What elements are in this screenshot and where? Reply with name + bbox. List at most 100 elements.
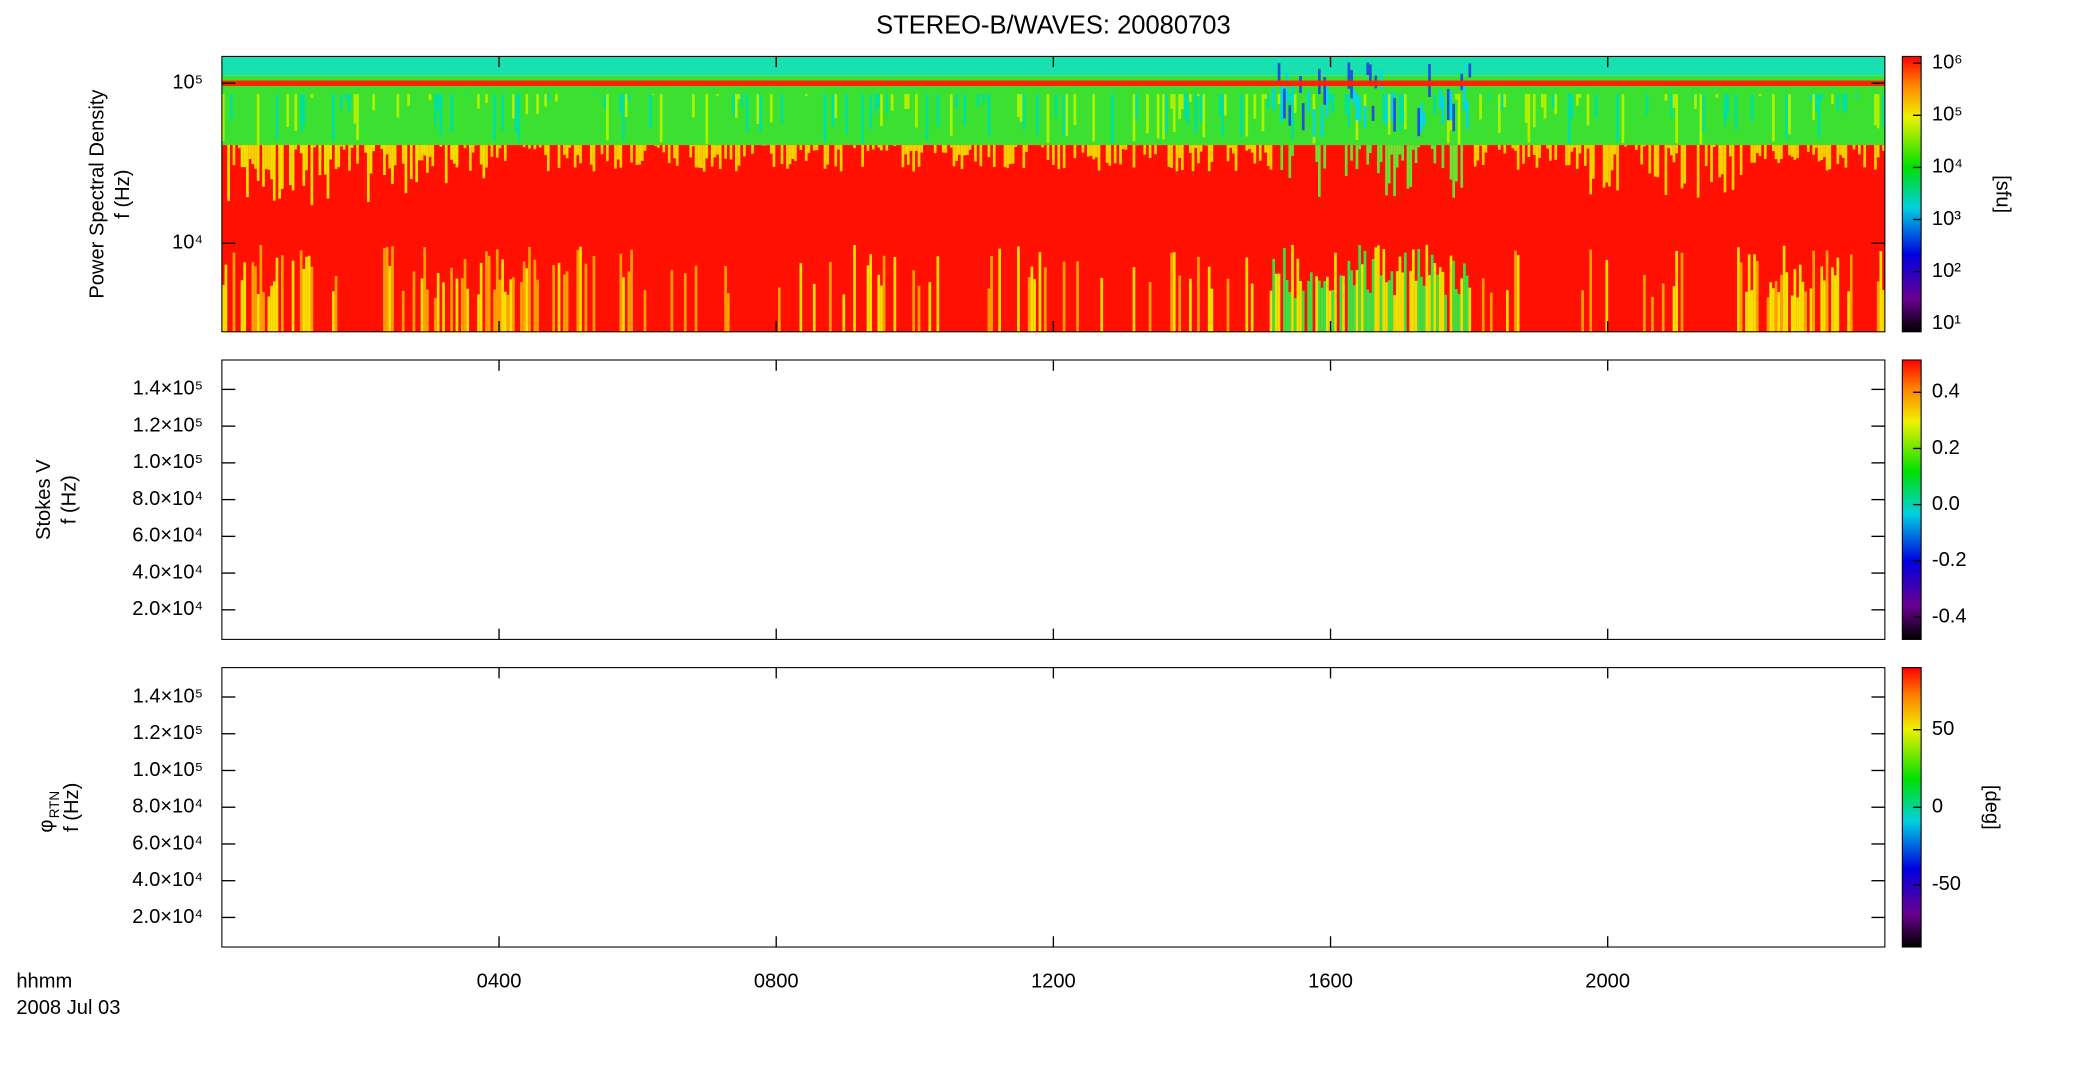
spectrogram-stripe: [388, 145, 391, 168]
spectrogram-stripe: [861, 94, 864, 144]
spectrogram-stripe: [1092, 145, 1095, 159]
spectrogram-stripe: [1785, 94, 1788, 140]
spectrogram-stripe: [1831, 267, 1834, 331]
spectrogram-stripe: [1280, 85, 1283, 121]
spectrogram-stripe: [877, 94, 880, 107]
spectrogram-stripe: [757, 94, 760, 124]
spectrogram-stripe: [834, 145, 837, 166]
spectrogram-stripe: [241, 145, 244, 167]
spectrogram-stripe: [1377, 145, 1380, 173]
spectrogram-stripe: [1321, 288, 1324, 332]
spectrogram-stripe: [641, 145, 644, 161]
spectrogram-stripe: [1178, 94, 1181, 119]
spectrogram-stripe: [1549, 145, 1552, 161]
spectrogram-stripe: [574, 145, 577, 167]
spectrogram-stripe: [1415, 281, 1418, 332]
spectrogram-stripe: [593, 145, 596, 171]
spectrogram-stripe: [1826, 250, 1829, 331]
spectrogram-stripe: [1812, 145, 1815, 155]
spectrogram-stripe: [606, 145, 609, 161]
spectrogram-stripe: [1208, 267, 1211, 332]
spectrogram-stripe: [1020, 94, 1023, 122]
spectrogram-stripe: [697, 145, 700, 168]
spectrogram-stripe: [246, 145, 249, 197]
spectrogram-stripe: [257, 294, 260, 332]
spectrogram-stripe: [1423, 286, 1426, 332]
spectrogram-stripe: [1240, 94, 1243, 136]
spectrogram-stripe: [1554, 145, 1557, 160]
spectrogram-stripe: [1063, 262, 1066, 332]
x-tick-label: 2000: [1585, 970, 1630, 992]
spectrogram-stripe: [1780, 275, 1783, 332]
spectrogram-stripe: [300, 145, 303, 153]
spectrogram-stripe: [977, 94, 980, 107]
spectrogram-stripe: [1047, 145, 1050, 160]
spectrogram-stripe: [1724, 145, 1727, 192]
spectrogram-stripe: [1208, 145, 1211, 171]
spectrogram-stripe: [1608, 145, 1611, 186]
spectrogram-stripe: [528, 247, 531, 332]
spectrogram-stripe: [738, 94, 741, 99]
spectrogram-stripe: [676, 145, 679, 166]
spectrogram-stripe: [227, 145, 230, 201]
spectrogram-stripe: [1382, 249, 1385, 332]
spectrogram-stripe: [988, 145, 991, 157]
spectrogram-stripe: [1769, 282, 1772, 332]
spectrogram-stripe: [1385, 145, 1388, 195]
spectrogram-stripe: [1804, 292, 1807, 332]
spectrogram-stripe: [1764, 145, 1767, 159]
spectrogram-stripe: [926, 94, 929, 140]
spectrogram-stripe: [1466, 100, 1469, 129]
spectrogram-stripe: [1673, 145, 1676, 162]
spectrogram-stripe: [1533, 94, 1536, 127]
spectrogram-stripe: [1028, 277, 1031, 332]
spectrogram-stripe: [445, 145, 448, 183]
spectrogram-stripe: [536, 280, 539, 332]
colorbar-tick-label: 10⁵: [1932, 104, 1963, 126]
spectrogram-stripe: [391, 246, 394, 332]
spectrogram-stripe: [1450, 145, 1453, 180]
spectrogram-stripe: [251, 262, 254, 332]
spectrogram-stripe: [660, 94, 663, 142]
spectrogram-stripe: [1178, 276, 1181, 332]
spectrogram-stripe: [751, 145, 754, 154]
spectrogram-stripe: [568, 145, 571, 148]
spectrogram-stripe: [504, 145, 507, 161]
spectrogram-stripe: [1248, 145, 1251, 149]
spectrogram-stripe: [1434, 263, 1437, 332]
spectrogram-stripe: [1149, 282, 1152, 332]
spectrogram-stripe: [281, 255, 284, 332]
colorbar-tick-label: 0.0: [1932, 493, 1960, 515]
spectrogram-stripe: [1420, 103, 1423, 131]
spectrogram-stripe: [1270, 145, 1273, 170]
spectrogram-stripe: [1409, 271, 1412, 332]
spectrogram-stripe: [1254, 145, 1257, 163]
spectrogram-stripe: [302, 269, 305, 332]
y-axis-label-subscript: RTN: [47, 791, 62, 818]
spectrogram-stripe: [1377, 245, 1380, 331]
spectrogram-stripe: [1434, 94, 1437, 114]
spectrogram-stripe: [566, 271, 569, 332]
spectrogram-stripe: [724, 145, 727, 159]
spectrogram-stripe: [407, 94, 410, 106]
spectrogram-stripe: [534, 145, 537, 149]
spectrogram-stripe: [1356, 270, 1359, 332]
spectrogram-stripe: [1565, 145, 1568, 165]
spectrogram-stripe: [781, 145, 784, 164]
spectrogram-stripe: [1227, 279, 1230, 332]
spectrogram-stripe: [902, 145, 905, 167]
spectrogram-stripe: [1388, 94, 1391, 135]
spectrogram-stripe: [907, 145, 910, 165]
spectrogram-stripe: [1039, 252, 1042, 332]
spectrogram-stripe: [649, 94, 652, 128]
spectrogram-stripe: [1232, 145, 1235, 153]
spectrogram-stripe: [302, 94, 305, 125]
spectrogram-stripe: [1168, 145, 1171, 167]
spectrogram-stripe: [1074, 94, 1077, 125]
spectrogram-stripe: [1017, 246, 1020, 331]
spectrogram-stripe: [885, 94, 888, 114]
spectrogram-stripe: [1331, 290, 1334, 332]
spectrogram-stripe: [1425, 245, 1428, 332]
spectrogram-stripe: [1818, 145, 1821, 161]
spectrogram-stripe: [1863, 145, 1866, 167]
